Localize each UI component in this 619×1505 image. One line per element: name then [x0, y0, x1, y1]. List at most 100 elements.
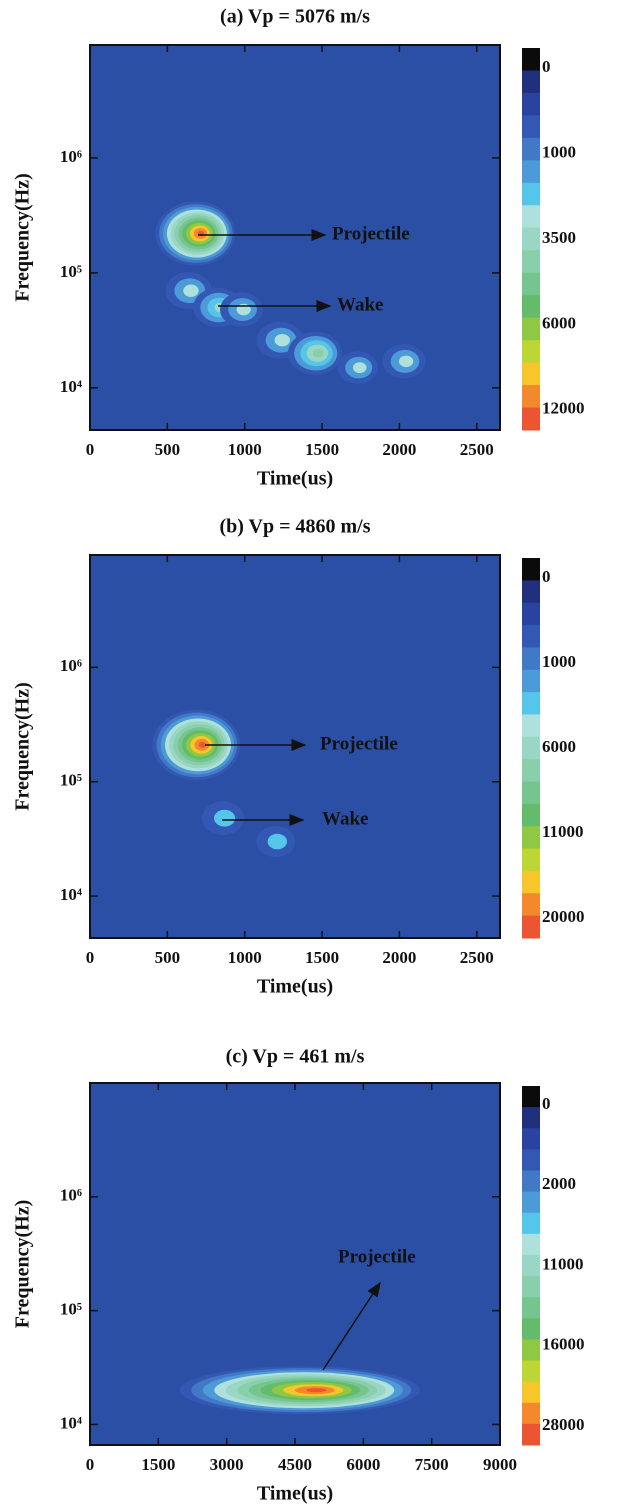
colorbar-block — [522, 1402, 540, 1425]
colorbar-label: 1000 — [542, 652, 576, 671]
colorbar-block — [522, 1107, 540, 1129]
colorbar-block — [522, 92, 540, 116]
heat-blob — [274, 333, 290, 347]
y-tick-label: 10⁵ — [60, 262, 82, 281]
colorbar-block — [522, 295, 540, 319]
colorbar-block — [522, 1297, 540, 1319]
y-tick-label: 10⁶ — [60, 1186, 82, 1205]
x-tick-label: 6000 — [346, 1455, 380, 1474]
x-tick-label: 3000 — [210, 1455, 244, 1474]
colorbar-block — [522, 759, 540, 783]
y-tick-label: 10⁶ — [60, 656, 82, 675]
colorbar-block — [522, 1318, 540, 1340]
colorbar-block — [522, 580, 540, 604]
x-tick-label: 7500 — [415, 1455, 449, 1474]
y-tick-label: 10⁴ — [60, 885, 82, 904]
y-tick-label: 10⁵ — [60, 1300, 82, 1319]
colorbar-label: 28000 — [542, 1415, 585, 1434]
y-tick-label: 10⁴ — [60, 377, 82, 396]
x-axis-label: Time(us) — [257, 976, 333, 998]
heat — [179, 1366, 420, 1415]
colorbar-label: 20000 — [542, 907, 585, 926]
colorbar-block — [522, 1254, 540, 1277]
colorbar-block — [522, 227, 540, 251]
annotation: Projectile — [332, 223, 410, 244]
colorbar-block — [522, 1086, 540, 1108]
colorbar-block — [522, 317, 540, 341]
x-tick-label: 9000 — [483, 1455, 517, 1474]
heat — [155, 201, 426, 384]
x-tick-label: 4500 — [278, 1455, 312, 1474]
colorbar-block — [522, 1339, 540, 1362]
colorbar-block — [522, 893, 540, 917]
colorbar-label: 12000 — [542, 399, 585, 418]
colorbar-block — [522, 70, 540, 94]
y-axis-label: Frequency(Hz) — [12, 1200, 34, 1329]
colorbar-block — [522, 407, 540, 431]
heat-blob — [312, 348, 324, 358]
colorbar-label: 0 — [542, 1094, 551, 1113]
colorbar-label: 1000 — [542, 143, 576, 162]
colorbar-block — [522, 1191, 540, 1214]
x-tick-label: 2000 — [382, 948, 416, 967]
colorbar-block — [522, 915, 540, 939]
colorbar-block — [522, 1149, 540, 1171]
colorbar-block — [522, 362, 540, 386]
x-tick-label: 0 — [86, 948, 95, 967]
colorbar-block — [522, 1170, 540, 1193]
y-tick-label: 10⁵ — [60, 771, 82, 790]
colorbar-block — [522, 625, 540, 648]
x-axis-label: Time(us) — [257, 1483, 333, 1505]
colorbar-block — [522, 647, 540, 671]
colorbar-block — [522, 781, 540, 805]
x-tick-label: 2500 — [460, 948, 494, 967]
x-tick-label: 1500 — [305, 948, 339, 967]
colorbar-block — [522, 205, 540, 229]
colorbar-label: 11000 — [542, 1254, 584, 1273]
colorbar-block — [522, 826, 540, 850]
annotation: Projectile — [320, 733, 398, 754]
colorbar-block — [522, 48, 540, 71]
colorbar-block — [522, 137, 540, 161]
x-axis-label: Time(us) — [257, 468, 333, 490]
colorbar-block — [522, 1423, 540, 1446]
colorbar-label: 0 — [542, 57, 551, 76]
colorbar-block — [522, 1381, 540, 1404]
colorbar-block — [522, 669, 540, 693]
heat-blob — [352, 362, 367, 374]
annotation: Wake — [337, 294, 383, 315]
y-tick-label: 10⁴ — [60, 1413, 82, 1432]
colorbar-block — [522, 736, 540, 760]
colorbar-block — [522, 714, 540, 738]
annotation: Projectile — [338, 1246, 416, 1267]
panel-title: (c) Vp = 461 m/s — [226, 1046, 365, 1068]
colorbar-block — [522, 160, 540, 184]
plot-background — [90, 555, 500, 938]
colorbar-label: 3500 — [542, 228, 576, 247]
heat-blob — [183, 284, 199, 297]
x-tick-label: 500 — [155, 440, 181, 459]
colorbar-label: 2000 — [542, 1174, 576, 1193]
x-tick-label: 1500 — [141, 1455, 175, 1474]
colorbar-block — [522, 848, 540, 872]
heat — [152, 709, 296, 858]
colorbar-label: 6000 — [542, 737, 576, 756]
colorbar-block — [522, 250, 540, 274]
y-axis-label: Frequency(Hz) — [12, 173, 34, 302]
colorbar-block — [522, 182, 540, 206]
colorbar-block — [522, 870, 540, 894]
x-tick-label: 1500 — [305, 440, 339, 459]
x-tick-label: 0 — [86, 440, 95, 459]
x-tick-label: 500 — [155, 948, 181, 967]
heat-blob — [398, 355, 414, 368]
colorbar-block — [522, 1360, 540, 1383]
panel-title: (a) Vp = 5076 m/s — [220, 6, 370, 28]
x-tick-label: 1000 — [228, 440, 262, 459]
plot-background — [90, 45, 500, 430]
colorbar-label: 11000 — [542, 822, 584, 841]
colorbar-block — [522, 558, 540, 581]
heat-blob — [306, 1388, 327, 1393]
colorbar-label: 6000 — [542, 313, 576, 332]
colorbar-block — [522, 803, 540, 827]
